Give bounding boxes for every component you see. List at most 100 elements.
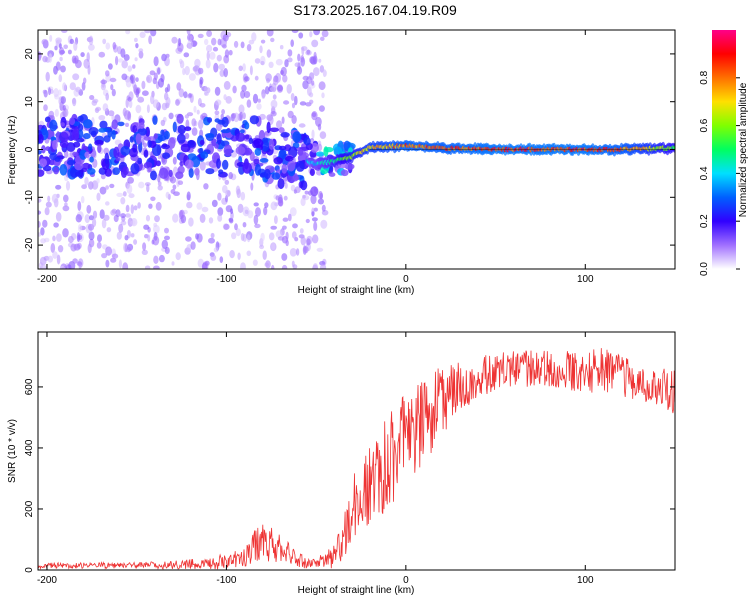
spectral-blob xyxy=(206,117,213,123)
noise-blob xyxy=(88,231,95,241)
spectral-blob xyxy=(129,136,134,143)
spectral-blob xyxy=(41,145,46,154)
spectral-blob xyxy=(157,135,167,142)
noise-blob xyxy=(65,180,71,191)
y-tick-label: 400 xyxy=(24,439,35,456)
noise-blob xyxy=(275,230,283,239)
noise-blob xyxy=(38,198,42,203)
noise-blob xyxy=(171,36,178,44)
spectral-blob xyxy=(59,164,68,176)
noise-blob xyxy=(155,201,162,211)
spectral-blob xyxy=(176,133,186,144)
y-tick-label: 0 xyxy=(24,146,35,152)
noise-blob xyxy=(242,222,247,228)
noise-blob xyxy=(48,53,53,63)
spectral-blob xyxy=(54,157,61,162)
noise-blob xyxy=(291,231,297,239)
noise-blob xyxy=(121,73,128,81)
noise-blob xyxy=(42,55,48,63)
spectral-blob xyxy=(310,186,319,197)
noise-blob xyxy=(310,194,317,205)
noise-blob xyxy=(148,35,153,45)
noise-blob xyxy=(202,261,209,269)
spectral-blob xyxy=(38,150,42,155)
spectral-blob xyxy=(111,129,116,140)
spectral-blob xyxy=(280,132,290,138)
noise-blob xyxy=(197,33,204,39)
noise-blob xyxy=(52,235,56,242)
noise-blob xyxy=(256,103,262,110)
noise-blob xyxy=(304,190,309,195)
noise-blob xyxy=(294,62,301,67)
noise-blob xyxy=(40,238,46,244)
noise-blob xyxy=(302,80,309,90)
spectral-blob xyxy=(184,126,192,131)
noise-blob xyxy=(153,265,160,269)
noise-blob xyxy=(97,234,102,243)
noise-blob xyxy=(88,35,94,46)
noise-blob xyxy=(240,191,246,201)
noise-blob xyxy=(270,99,278,109)
spectral-blob xyxy=(242,162,252,174)
spectral-blob xyxy=(168,169,173,178)
spectral-blob xyxy=(112,167,120,176)
noise-blob xyxy=(63,194,69,203)
spectral-blob xyxy=(71,129,80,141)
noise-blob xyxy=(272,94,277,100)
noise-blob xyxy=(277,236,285,241)
spectral-blob xyxy=(273,157,283,165)
spectral-blob xyxy=(205,168,215,175)
noise-blob xyxy=(70,243,77,252)
y-tick-label: 200 xyxy=(24,500,35,517)
x-tick-label: 100 xyxy=(577,575,594,586)
noise-blob xyxy=(106,227,112,233)
noise-blob xyxy=(165,191,170,199)
noise-blob xyxy=(58,43,62,49)
noise-blob xyxy=(178,38,182,47)
noise-blob xyxy=(96,178,100,184)
noise-blob xyxy=(223,223,230,230)
noise-blob xyxy=(236,188,241,199)
noise-blob xyxy=(40,227,45,236)
noise-blob xyxy=(138,181,145,189)
noise-blob xyxy=(109,77,117,83)
spectral-blob xyxy=(113,146,120,159)
spectral-blob xyxy=(104,152,110,165)
colorbar-tick-label: 0.0 xyxy=(699,262,710,276)
noise-blob xyxy=(231,232,237,240)
spectral-blob xyxy=(316,151,325,157)
noise-blob xyxy=(72,258,78,264)
noise-blob xyxy=(251,32,257,42)
spectral-blob xyxy=(172,121,177,133)
noise-blob xyxy=(161,102,168,111)
noise-blob xyxy=(158,254,165,263)
noise-blob xyxy=(266,49,272,58)
spectral-blob xyxy=(235,146,246,155)
noise-blob xyxy=(313,67,320,77)
noise-blob xyxy=(164,227,169,234)
spectral-blob xyxy=(309,168,315,176)
x-tick-label: 0 xyxy=(403,575,409,586)
noise-blob xyxy=(167,83,171,93)
noise-blob xyxy=(122,191,127,197)
y-tick-label: 600 xyxy=(24,378,35,395)
snr-frame xyxy=(37,331,676,571)
noise-blob xyxy=(86,204,92,214)
noise-blob xyxy=(282,74,288,83)
noise-blob xyxy=(81,82,86,91)
noise-blob xyxy=(77,234,83,241)
noise-blob xyxy=(212,46,219,52)
noise-blob xyxy=(259,244,265,250)
spectral-blob xyxy=(281,164,288,174)
noise-blob xyxy=(291,30,299,34)
noise-blob xyxy=(217,38,222,46)
noise-blob xyxy=(221,109,226,115)
noise-blob xyxy=(99,209,105,220)
noise-blob xyxy=(84,214,91,224)
noise-blob xyxy=(130,220,136,226)
noise-blob xyxy=(309,31,313,38)
noise-blob xyxy=(105,185,109,190)
noise-blob xyxy=(281,253,288,261)
noise-blob xyxy=(260,39,266,44)
noise-blob xyxy=(317,123,322,131)
